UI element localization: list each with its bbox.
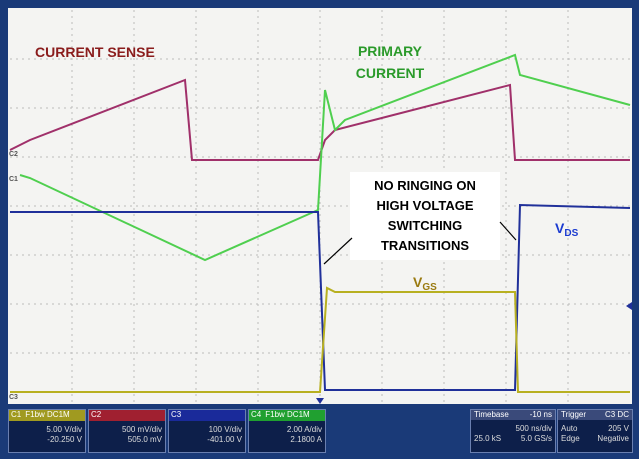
current-sense-label: CURRENT SENSE — [35, 44, 155, 60]
vds-main: V — [555, 220, 565, 236]
vds-trace — [10, 203, 631, 391]
note-line: SWITCHING — [388, 218, 462, 233]
channel-offset: -401.00 V — [207, 435, 242, 444]
timebase-value: 500 ns/div — [515, 424, 552, 433]
c2-marker: C2 — [9, 151, 18, 158]
channel-box: C3 100 V/div -401.00 V — [168, 409, 246, 453]
timebase-value: 25.0 kS — [474, 434, 502, 443]
channel-name: C3 — [171, 410, 182, 419]
channel-offset: -20.250 V — [47, 435, 82, 444]
vgs-label: VGS — [413, 274, 437, 293]
timebase-row: 500 ns/div — [471, 424, 555, 434]
channel-name: C4 — [251, 410, 262, 419]
channel-header: C4 F1bw DC1M — [249, 410, 325, 421]
trigger-row: Edge Negative — [558, 434, 632, 444]
trigger-value: Edge — [561, 434, 580, 443]
note-line: NO RINGING ON — [374, 178, 476, 193]
timebase-value: 5.0 GS/s — [520, 434, 552, 443]
timebase-row: 25.0 kS 5.0 GS/s — [471, 434, 555, 444]
trigger-value: Negative — [597, 434, 629, 443]
channel-scale: 500 mV/div — [121, 425, 162, 434]
channel-header: C3 — [169, 410, 245, 421]
timebase-label: Timebase — [474, 410, 509, 419]
arrow — [323, 237, 353, 265]
channel-scale: 5.00 V/div — [46, 425, 82, 434]
channel-tag: F1bw DC1M — [25, 410, 70, 419]
trigger-header: Trigger C3 DC — [558, 410, 632, 420]
channel-name: C1 — [11, 410, 22, 419]
vgs-sub: GS — [422, 282, 437, 293]
vgs-trace — [10, 286, 630, 393]
channel-scale: 100 V/div — [208, 425, 242, 434]
channel-tag: F1bw DC1M — [265, 410, 310, 419]
channel-scale: 2.00 A/div — [286, 425, 322, 434]
primary-current-trace — [19, 53, 631, 262]
channel-box: C2 500 mV/div 505.0 mV — [88, 409, 166, 453]
channel-header: C2 — [89, 410, 165, 421]
primary-label: PRIMARY — [358, 43, 423, 59]
vgs-main: V — [413, 274, 423, 290]
channel-offset: 505.0 mV — [127, 435, 162, 444]
primary-label: CURRENT — [356, 65, 425, 81]
timebase-header: Timebase -10 ns — [471, 410, 555, 420]
trigger-source: C3 DC — [604, 410, 629, 419]
channel-box: C1 F1bw DC1M 5.00 V/div -20.250 V — [8, 409, 86, 453]
note-box — [350, 172, 500, 260]
channel-header: C1 F1bw DC1M — [9, 410, 85, 421]
trigger-value: Auto — [561, 424, 578, 433]
note-line: HIGH VOLTAGE — [376, 198, 473, 213]
note-line: TRANSITIONS — [381, 238, 469, 253]
timebase-delay: -10 ns — [529, 410, 552, 419]
channel-offset: 2.1800 A — [290, 435, 322, 444]
trigger-pos — [316, 398, 324, 404]
channel-box: C4 F1bw DC1M 2.00 A/div 2.1800 A — [248, 409, 326, 453]
timebase-box: Timebase -10 ns 500 ns/div 25.0 kS 5.0 GS/s — [470, 409, 556, 453]
trigger-level — [626, 302, 632, 310]
vds-label: VDS — [555, 220, 579, 239]
arrow — [499, 221, 517, 241]
trigger-label: Trigger — [561, 410, 587, 419]
channel-name: C2 — [91, 410, 102, 419]
trigger-box: Trigger C3 DC Auto 205 V Edge Negative — [557, 409, 633, 453]
trigger-value: 205 V — [608, 424, 629, 433]
c3-marker: C3 — [9, 394, 18, 401]
plot: CURRENT SENSE PRIMARY CURRENT NO RINGING… — [8, 8, 632, 404]
c1-marker: C1 — [9, 176, 18, 183]
vds-sub: DS — [564, 228, 578, 239]
trigger-row: Auto 205 V — [558, 424, 632, 434]
